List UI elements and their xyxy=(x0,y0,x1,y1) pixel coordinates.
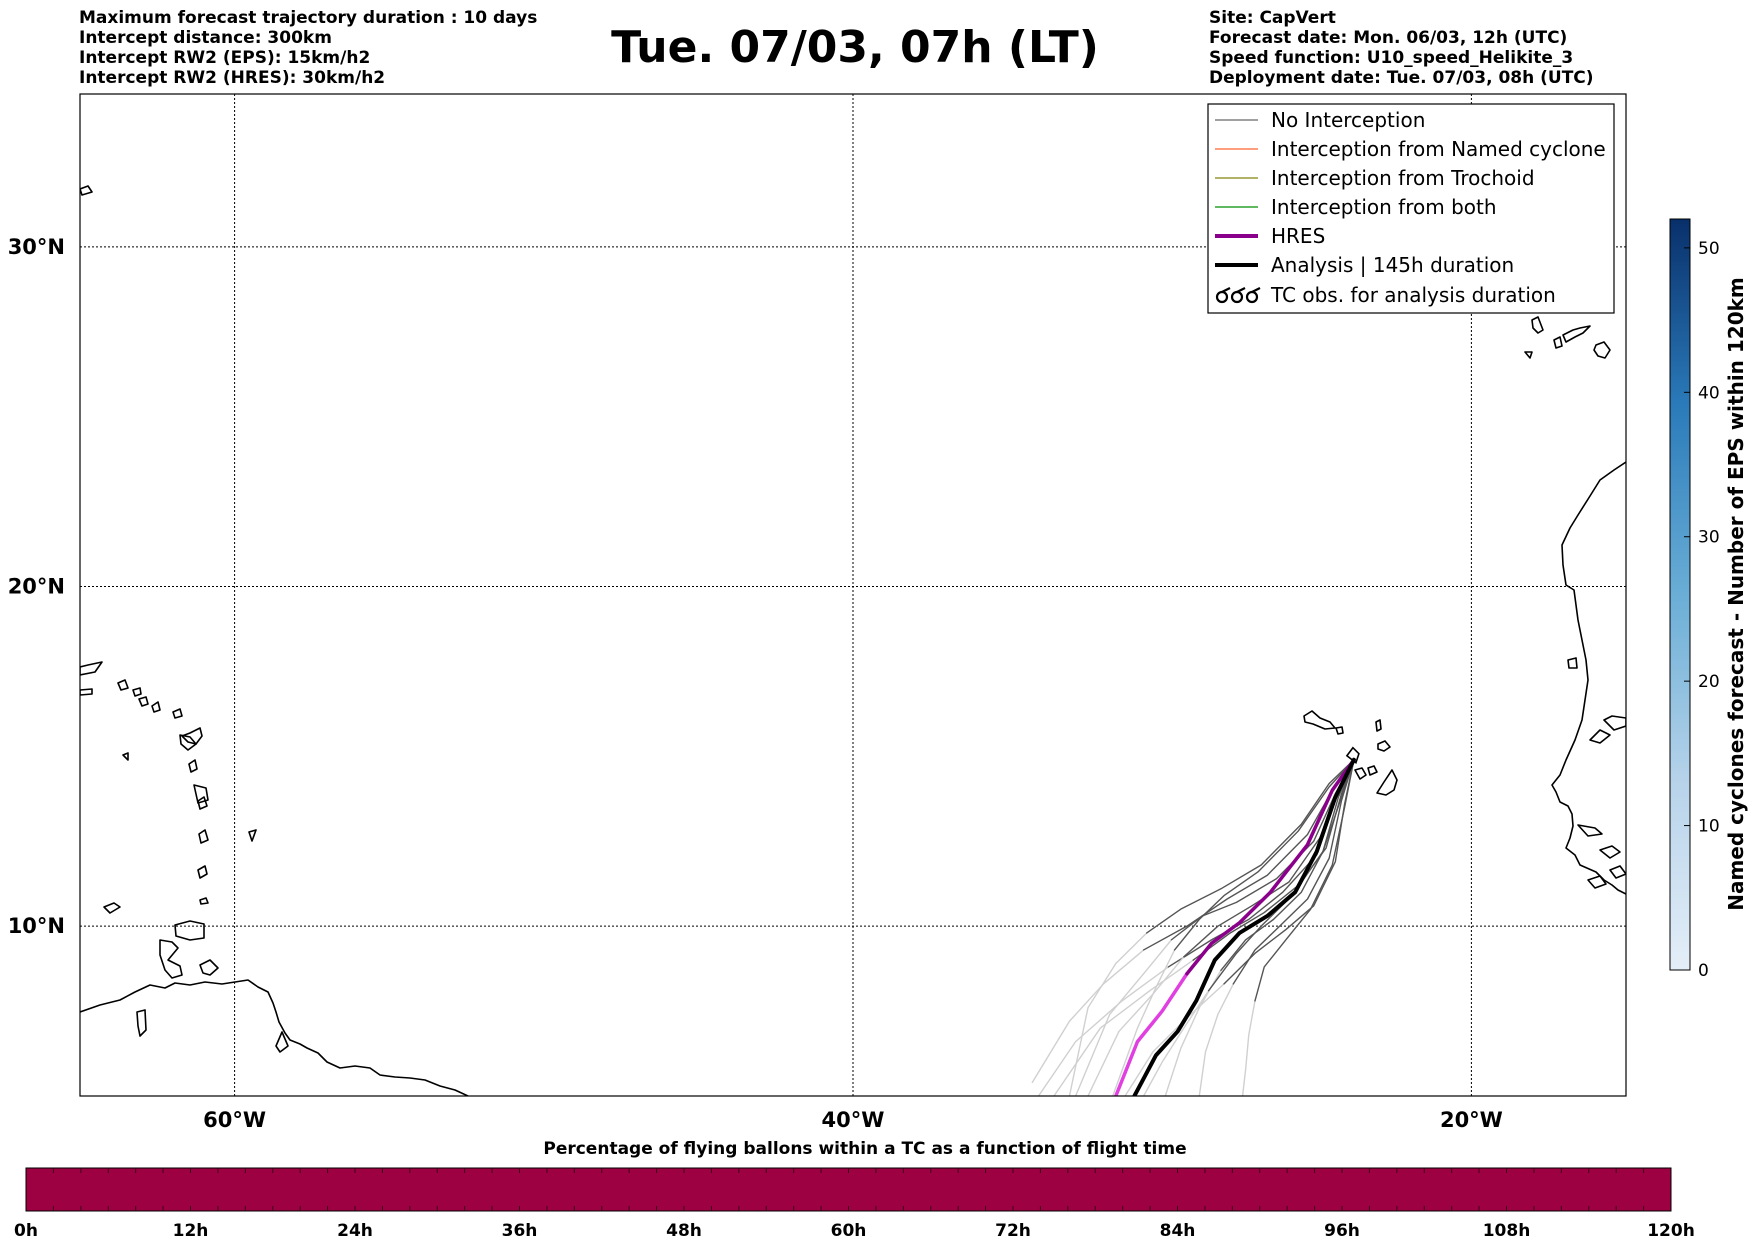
info-intercept-rw2-hres: Intercept RW2 (HRES): 30km/h2 xyxy=(79,68,386,88)
axis-tick-labels: 60°W 40°W 20°W 10°N 20°N 30°N xyxy=(8,235,1503,1132)
eps-member-3-late xyxy=(1124,983,1225,1096)
eps-colorbar-tick-10: 10 xyxy=(1698,817,1720,837)
coastlines xyxy=(80,185,1626,1096)
hres-track-early xyxy=(1185,757,1356,976)
legend-label-both: Interception from both xyxy=(1271,195,1497,219)
eps-member-5 xyxy=(1112,759,1355,1096)
eps-member-8-late xyxy=(1031,949,1145,1084)
info-forecast-date: Forecast date: Mon. 06/03, 12h (UTC) xyxy=(1209,28,1568,48)
pct-tick-24h: 24h xyxy=(337,1221,373,1241)
eps-member-5-late xyxy=(1112,949,1176,1096)
pct-tick-36h: 36h xyxy=(502,1221,538,1241)
launch-site-island xyxy=(1345,746,1360,765)
percentage-colorbar-divisions xyxy=(52,1168,1645,1211)
info-site: Site: CapVert xyxy=(1209,8,1336,28)
pct-tick-84h: 84h xyxy=(1160,1221,1196,1241)
pct-tick-12h: 12h xyxy=(173,1221,209,1241)
eps-colorbar-tick-40: 40 xyxy=(1698,383,1720,403)
info-intercept-distance: Intercept distance: 300km xyxy=(79,28,332,48)
tc-obs-icon xyxy=(1215,287,1261,304)
eps-member-12-late xyxy=(1068,932,1148,1096)
eps-colorbar-ticks: 0 10 20 30 40 50 xyxy=(1684,239,1720,981)
legend-label-named-cyclone: Interception from Named cyclone xyxy=(1271,137,1606,161)
info-intercept-rw2-eps: Intercept RW2 (EPS): 15km/h2 xyxy=(79,48,371,68)
hres-track-late xyxy=(1114,971,1189,1096)
eps-member-10-late xyxy=(1074,939,1173,1096)
x-tick-60-w: 60°W xyxy=(203,1108,266,1132)
analysis-track xyxy=(1132,757,1356,1096)
y-tick-20-n: 20°N xyxy=(8,575,65,599)
eps-member-9-late xyxy=(1241,1000,1256,1096)
legend-label-no-interception: No Interception xyxy=(1271,108,1425,132)
pct-tick-72h: 72h xyxy=(995,1221,1031,1241)
percentage-colorbar-ticks: 0h 12h 24h 36h 48h 60h 72h 84h 96h 108h 120h xyxy=(14,1221,1695,1241)
eps-colorbar-tick-30: 30 xyxy=(1698,528,1720,548)
eps-colorbar-gradient xyxy=(1669,218,1691,971)
eps-member-5-early xyxy=(1173,759,1355,951)
eps-member-6-late xyxy=(1198,983,1235,1096)
pct-tick-60h: 60h xyxy=(831,1221,867,1241)
eps-member-2-late xyxy=(1037,966,1170,1096)
y-tick-10-n: 10°N xyxy=(8,914,65,938)
eps-member-12-early xyxy=(1146,759,1355,934)
hres-track xyxy=(1114,757,1356,1096)
percentage-colorbar-bar xyxy=(25,1167,1672,1212)
eps-colorbar-label: Named cyclones forecast - Number of EPS … xyxy=(1724,277,1748,911)
legend-label-hres: HRES xyxy=(1271,224,1325,248)
eps-member-9 xyxy=(1241,759,1355,1096)
legend-label-trochoid: Interception from Trochoid xyxy=(1271,166,1535,190)
eps-member-9-early xyxy=(1254,759,1355,1002)
pct-tick-48h: 48h xyxy=(666,1221,702,1241)
pct-tick-108h: 108h xyxy=(1483,1221,1531,1241)
legend-box xyxy=(1207,103,1615,314)
y-tick-30-n: 30°N xyxy=(8,235,65,259)
forecast-parameters: Maximum forecast trajectory duration : 1… xyxy=(79,8,537,88)
pct-tick-120h: 120h xyxy=(1647,1221,1695,1241)
map-frame xyxy=(79,93,1627,1097)
eps-member-12 xyxy=(1068,759,1355,1096)
x-tick-40-w: 40°W xyxy=(822,1108,885,1132)
page-title: Tue. 07/03, 07h (LT) xyxy=(611,22,1099,73)
eps-member-7-early xyxy=(1220,759,1355,972)
trajectories xyxy=(1031,746,1360,1096)
eps-colorbar-tick-20: 20 xyxy=(1698,672,1720,692)
eps-member-4-late xyxy=(1087,956,1185,1096)
pct-tick-0h: 0h xyxy=(14,1221,38,1241)
eps-member-6-early xyxy=(1232,759,1355,985)
percentage-colorbar-title: Percentage of flying ballons within a TC… xyxy=(543,1139,1186,1159)
percentage-colorbar: Percentage of flying ballons within a TC… xyxy=(14,1139,1695,1241)
eps-colorbar: 0 10 20 30 40 50 Named cyclones forecast - Nu… xyxy=(1669,218,1748,981)
eps-colorbar-tick-0: 0 xyxy=(1698,961,1709,981)
eps-colorbar-tick-50: 50 xyxy=(1698,239,1720,259)
legend-label-tc-obs: TC obs. for analysis duration xyxy=(1270,283,1556,307)
legend-label-analysis: Analysis | 145h duration xyxy=(1271,253,1514,277)
x-tick-20-w: 20°W xyxy=(1440,1108,1503,1132)
info-speed-function: Speed function: U10_speed_Helikite_3 xyxy=(1209,48,1574,68)
eps-member-6 xyxy=(1198,759,1355,1096)
eps-member-11-late xyxy=(1142,990,1210,1096)
info-max-duration: Maximum forecast trajectory duration : 1… xyxy=(79,8,538,28)
site-info: Site: CapVert Forecast date: Mon. 06/03,… xyxy=(1209,8,1594,88)
legend: No Interception Interception from Named … xyxy=(1207,103,1615,314)
info-deployment-date: Deployment date: Tue. 07/03, 08h (UTC) xyxy=(1209,68,1594,88)
pct-tick-96h: 96h xyxy=(1324,1221,1360,1241)
